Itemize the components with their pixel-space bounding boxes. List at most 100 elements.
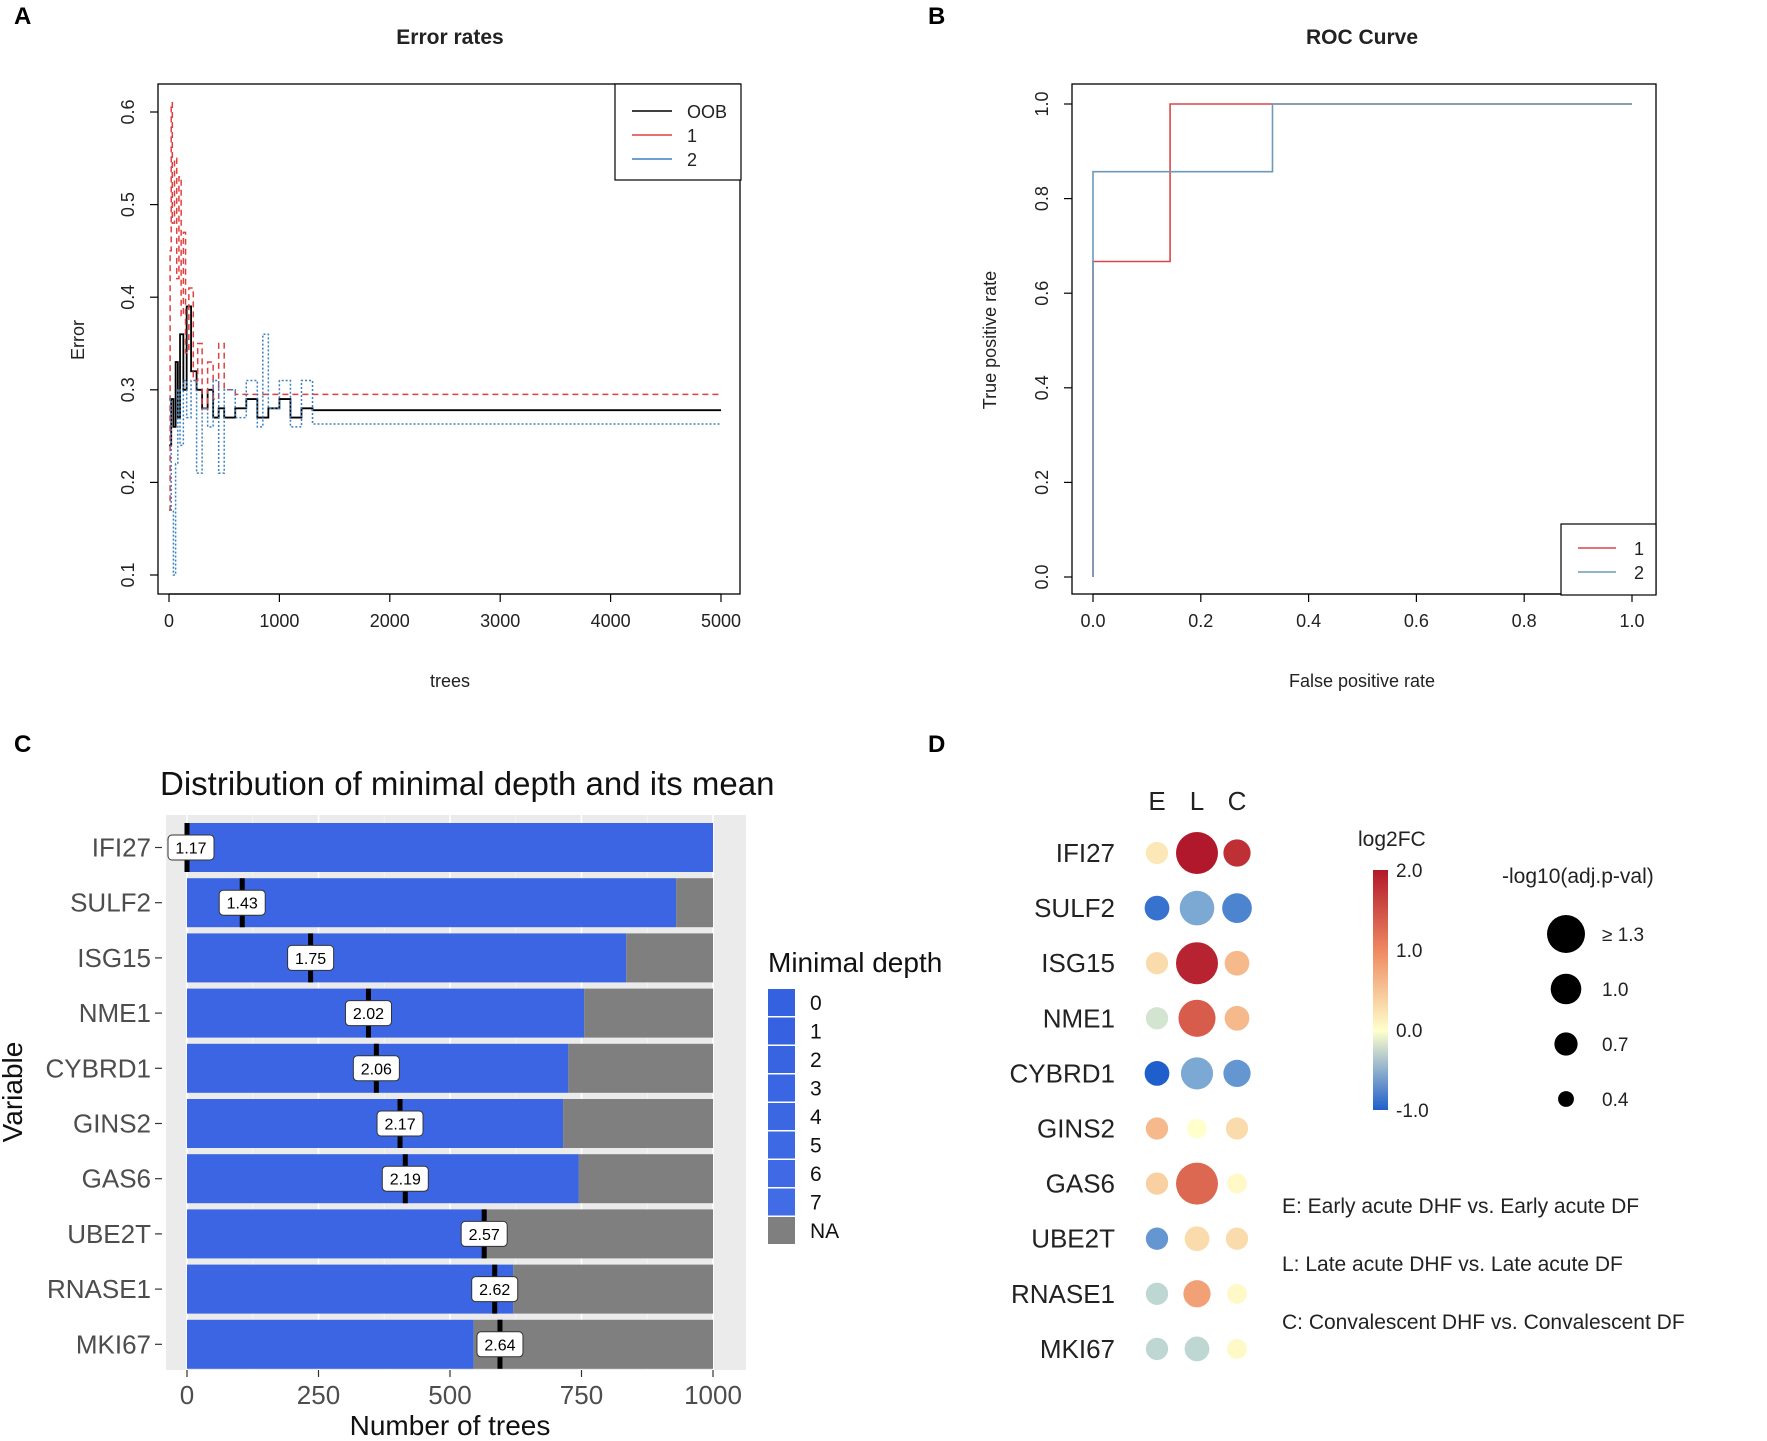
mean-label-box xyxy=(287,944,335,971)
row-label: IFI27 xyxy=(1056,838,1115,868)
x-tick-label: 5000 xyxy=(701,611,741,631)
y-tick-label: 0.2 xyxy=(118,470,138,495)
y-tick-label: 1.0 xyxy=(1032,91,1052,116)
legend-box xyxy=(614,83,742,181)
dot xyxy=(1145,1172,1169,1195)
colorbar-tick-label: 2.0 xyxy=(1396,861,1422,882)
x-axis-label: trees xyxy=(430,671,470,691)
y-tick-label: 0.6 xyxy=(118,99,138,124)
na-bar xyxy=(578,1154,713,1204)
legend-label: 2 xyxy=(810,1049,822,1072)
y-tick-label: 0.0 xyxy=(1032,564,1052,589)
error-rates-chart: Error rates 0 1000 2000 3000 4000 5000 0.1 0.2… xyxy=(68,26,742,691)
y-tick-label: 0.4 xyxy=(1032,375,1052,400)
dot xyxy=(1145,1007,1169,1030)
series-line-1 xyxy=(169,101,721,511)
mean-label: 2.19 xyxy=(390,1172,421,1189)
mean-label-box xyxy=(344,1000,392,1027)
legend-label: 6 xyxy=(810,1163,822,1186)
x-tick-label: 0.6 xyxy=(1404,611,1429,631)
y-tick-label: MKI67 xyxy=(76,1329,151,1359)
na-bar xyxy=(568,1043,713,1093)
y-axis: 0.0 0.2 0.4 0.6 0.8 1.0 xyxy=(1032,91,1072,590)
mean-label: 2.06 xyxy=(361,1061,392,1078)
size-legend-label: ≥ 1.3 xyxy=(1602,925,1644,946)
depth-bar xyxy=(187,1209,485,1259)
na-bar xyxy=(626,933,713,983)
na-bar xyxy=(676,878,713,928)
x-tick-label: 500 xyxy=(428,1380,471,1410)
legend-label: 4 xyxy=(810,1106,822,1129)
y-tick-label: GINS2 xyxy=(73,1109,151,1139)
dot xyxy=(1224,950,1250,976)
row-label: ISG15 xyxy=(1041,948,1115,978)
dot xyxy=(1179,890,1215,926)
x-tick-label: 2000 xyxy=(370,611,410,631)
color-legend-title: log2FC xyxy=(1358,828,1426,851)
row-label: GINS2 xyxy=(1037,1114,1115,1144)
colorbar-tick-label: -1.0 xyxy=(1396,1101,1429,1122)
depth-bar xyxy=(187,1319,474,1369)
y-tick-label: NME1 xyxy=(79,998,151,1028)
legend-label-1: 1 xyxy=(1634,539,1644,559)
row-label: CYBRD1 xyxy=(1010,1058,1115,1088)
mean-label: 2.17 xyxy=(384,1117,415,1134)
y-axis-label: Variable xyxy=(0,1042,28,1143)
depth-bar xyxy=(187,1264,514,1314)
y-tick-label: 0.1 xyxy=(118,562,138,587)
y-tick-label: 0.2 xyxy=(1032,470,1052,495)
y-tick-label: 0.4 xyxy=(118,285,138,310)
minimal-depth-chart: Distribution of minimal depth and its me… xyxy=(0,765,942,1441)
y-tick-label: CYBRD1 xyxy=(46,1053,151,1083)
y-tick-label: IFI27 xyxy=(92,833,151,863)
legend-swatch xyxy=(768,1017,795,1045)
mean-label-box xyxy=(352,1055,400,1082)
panel-letter-c: C xyxy=(14,731,31,758)
note-l: L: Late acute DHF vs. Late acute DF xyxy=(1282,1253,1623,1276)
y-tick-label: SULF2 xyxy=(70,888,151,918)
legend-swatch xyxy=(768,1046,795,1073)
size-legend-dot xyxy=(1558,1091,1574,1107)
x-tick-label: 250 xyxy=(297,1380,340,1410)
row-label: GAS6 xyxy=(1046,1169,1115,1199)
x-tick-label: 0.0 xyxy=(1080,611,1105,631)
x-tick-label: 1.0 xyxy=(1619,611,1644,631)
panel-letter-b: B xyxy=(928,3,945,30)
depth-bar xyxy=(187,878,677,928)
note-c: C: Convalescent DHF vs. Convalescent DF xyxy=(1282,1311,1685,1334)
x-tick-label: 4000 xyxy=(591,611,631,631)
mean-label: 1.17 xyxy=(175,841,206,858)
legend-label: 0 xyxy=(810,992,822,1015)
dot xyxy=(1227,1173,1247,1194)
dot xyxy=(1183,1280,1211,1308)
row-label: RNASE1 xyxy=(1011,1279,1115,1309)
legend-swatch xyxy=(768,1160,795,1187)
mean-label-box xyxy=(381,1165,429,1192)
x-tick-label: 0.4 xyxy=(1296,611,1321,631)
chart-title: ROC Curve xyxy=(1306,26,1418,49)
x-axis-label: Number of trees xyxy=(350,1410,551,1441)
x-tick-label: 3000 xyxy=(480,611,520,631)
x-tick-label: 0 xyxy=(164,611,174,631)
dot xyxy=(1145,1227,1169,1250)
legend: Minimal depth 0 1 2 3 4 5 6 7 NA xyxy=(768,947,942,1244)
x-axis-label: False positive rate xyxy=(1289,671,1435,691)
dot xyxy=(1176,832,1218,874)
x-axis: 0 1000 2000 3000 4000 5000 xyxy=(164,593,741,631)
y-tick-label: ISG15 xyxy=(77,943,151,973)
dot xyxy=(1222,893,1252,923)
x-tick-label: 1000 xyxy=(684,1380,742,1410)
y-tick-label: 0.8 xyxy=(1032,186,1052,211)
x-tick-label: 0.2 xyxy=(1188,611,1213,631)
dot xyxy=(1178,999,1216,1037)
size-legend-dot xyxy=(1550,973,1582,1005)
dot xyxy=(1176,942,1218,985)
row-label: UBE2T xyxy=(1031,1224,1115,1254)
dot xyxy=(1144,1061,1170,1086)
dot xyxy=(1224,1005,1250,1031)
mean-label-box xyxy=(167,834,215,861)
dot xyxy=(1145,1117,1169,1140)
legend-label-2: 2 xyxy=(687,150,697,170)
chart-title: Distribution of minimal depth and its me… xyxy=(160,765,774,802)
